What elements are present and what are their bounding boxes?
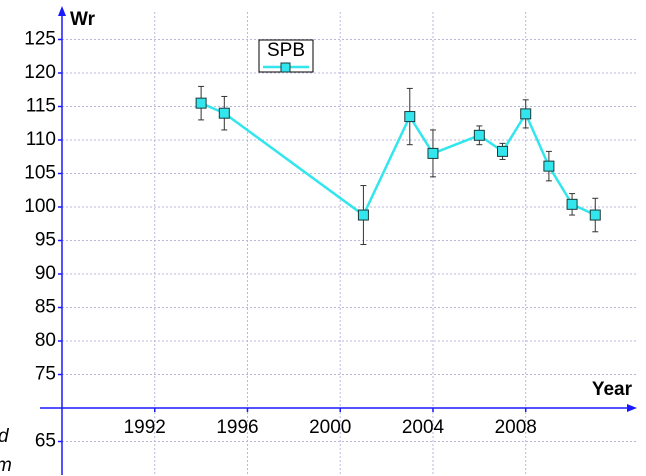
y-tick-label: 115 [26, 96, 56, 117]
legend-marker [280, 62, 291, 73]
y-tick-label: 75 [35, 364, 56, 385]
annotation: m [0, 455, 12, 476]
y-tick-label: 125 [24, 29, 56, 50]
marker [520, 108, 532, 120]
marker [497, 145, 509, 157]
y-tick-label: 120 [24, 62, 56, 83]
y-tick-label: 85 [35, 297, 56, 318]
x-tick-label: 1992 [124, 417, 166, 438]
x-axis-arrow [627, 404, 637, 412]
y-tick-label: 95 [35, 230, 56, 251]
x-tick-label: 2004 [402, 417, 445, 438]
y-tick-label: 65 [35, 431, 56, 452]
y-tick-label: 90 [35, 263, 56, 284]
marker [195, 97, 207, 109]
legend-label: SPB [267, 40, 305, 61]
marker [543, 160, 555, 172]
y-tick-label: 105 [24, 163, 56, 184]
marker [357, 209, 369, 221]
y-axis-label: Wr [70, 9, 96, 30]
marker [427, 147, 439, 159]
marker [473, 129, 485, 141]
x-tick-label: 2008 [495, 417, 537, 438]
x-tick-label: 1996 [216, 417, 258, 438]
marker [566, 198, 578, 210]
y-tick-label: 80 [35, 330, 56, 351]
x-axis-label: Year [592, 379, 633, 400]
marker [404, 111, 416, 123]
y-tick-label: 100 [24, 196, 56, 217]
series-line [200, 102, 596, 217]
x-tick-label: 2000 [309, 417, 351, 438]
annotation: d [0, 426, 10, 447]
y-axis-arrow [58, 6, 66, 16]
marker [218, 107, 230, 119]
y-tick-label: 110 [26, 129, 56, 150]
marker [589, 209, 601, 221]
